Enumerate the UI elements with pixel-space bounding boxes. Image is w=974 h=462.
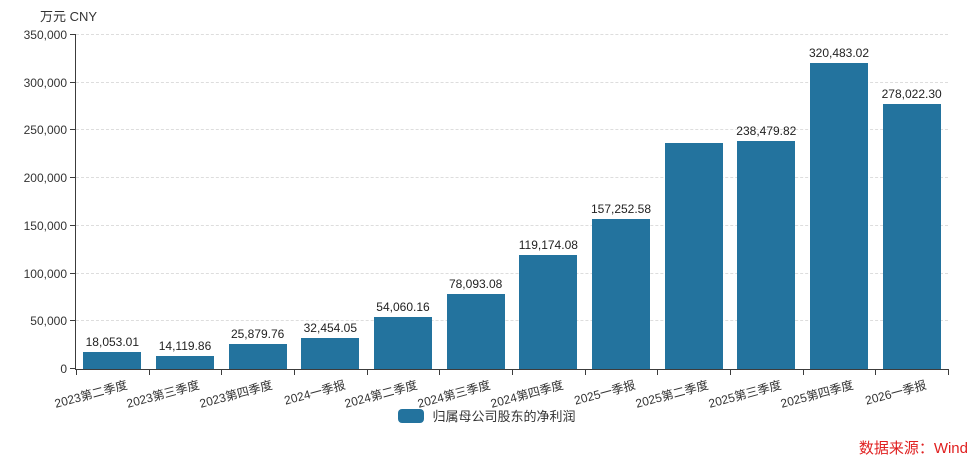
x-axis-category-label: 2025一季报 bbox=[572, 377, 638, 408]
x-axis-tick bbox=[730, 369, 731, 375]
y-axis-tick-label: 200,000 bbox=[23, 171, 67, 186]
gridline bbox=[76, 272, 948, 274]
bar-value-label: 157,252.58 bbox=[590, 201, 652, 216]
y-axis-tick bbox=[70, 272, 76, 274]
bar-value-label: 238,479.82 bbox=[736, 124, 797, 139]
gridline bbox=[76, 320, 948, 322]
x-axis-tick bbox=[439, 369, 441, 375]
y-axis-tick bbox=[70, 177, 76, 179]
bar-2024第三季度[interactable] bbox=[446, 294, 505, 369]
y-axis-tick bbox=[70, 320, 76, 322]
y-axis-tick-label: 250,000 bbox=[23, 123, 67, 138]
x-axis-tick bbox=[512, 369, 513, 375]
y-axis-tick-label: 300,000 bbox=[23, 75, 67, 90]
bar-2025一季报[interactable] bbox=[592, 218, 650, 369]
gridline bbox=[76, 224, 948, 226]
y-axis-tick-label: 0 bbox=[60, 362, 67, 376]
data-source-label: 数据来源：Wind bbox=[858, 440, 968, 457]
x-axis-category-label: 2026一季报 bbox=[863, 377, 928, 408]
x-axis-tick bbox=[584, 369, 586, 375]
bar-2026一季报[interactable] bbox=[882, 103, 941, 369]
x-axis-tick bbox=[802, 369, 804, 375]
bar-value-label: 18,053.01 bbox=[85, 334, 140, 349]
bar-2023第四季度[interactable] bbox=[228, 344, 287, 369]
gridline bbox=[76, 34, 948, 35]
legend: 归属母公司股东的净利润 bbox=[0, 406, 974, 425]
y-axis-tick-label: 50,000 bbox=[30, 314, 67, 329]
y-axis-tick bbox=[70, 81, 76, 83]
y-axis-tick bbox=[70, 224, 76, 226]
x-axis-tick bbox=[875, 369, 877, 375]
bar-value-label: 278,022.30 bbox=[881, 86, 942, 101]
legend-swatch bbox=[398, 408, 425, 423]
y-axis-tick bbox=[70, 129, 76, 131]
bar-value-label: 54,060.16 bbox=[376, 300, 430, 315]
legend-item-net-profit[interactable]: 归属母公司股东的净利润 bbox=[398, 406, 576, 425]
gridline bbox=[76, 81, 948, 83]
y-axis-tick-label: 100,000 bbox=[23, 266, 67, 281]
gridline bbox=[76, 129, 948, 131]
bar-2025第四季度[interactable] bbox=[810, 63, 868, 369]
bar-value-label: 119,174.08 bbox=[518, 238, 578, 253]
bar-2023第三季度[interactable] bbox=[156, 355, 214, 369]
x-axis-tick bbox=[76, 369, 77, 375]
legend-label: 归属母公司股东的净利润 bbox=[432, 409, 576, 424]
y-axis-tick-label: 150,000 bbox=[23, 218, 67, 233]
bar-2024一季报[interactable] bbox=[301, 338, 360, 369]
bar-2025第三季度[interactable] bbox=[737, 141, 796, 369]
x-axis-tick bbox=[221, 369, 223, 375]
bar-value-label: 14,119.86 bbox=[158, 338, 212, 353]
gridline bbox=[76, 177, 948, 179]
bar-value-label: 32,454.05 bbox=[303, 321, 358, 336]
x-axis-tick bbox=[294, 369, 295, 375]
y-axis-tick bbox=[70, 368, 76, 369]
x-axis-tick bbox=[148, 369, 150, 375]
x-axis-tick bbox=[657, 369, 659, 375]
x-axis-tick bbox=[948, 369, 949, 375]
bar-value-label: 320,483.02 bbox=[808, 46, 870, 61]
bar-value-label: 78,093.08 bbox=[448, 277, 503, 292]
bar-2023第二季度[interactable] bbox=[83, 351, 142, 369]
bar-value-label: 25,879.76 bbox=[230, 327, 285, 342]
x-axis-tick bbox=[366, 369, 368, 375]
y-axis-tick bbox=[70, 34, 76, 35]
bar-2024第二季度[interactable] bbox=[374, 317, 432, 369]
axis-unit-label: 万元 CNY bbox=[40, 9, 98, 24]
y-axis-tick-label: 350,000 bbox=[23, 28, 67, 42]
x-axis-category-label: 2024一季报 bbox=[282, 377, 347, 408]
plot-area: 0 50,000 100,000 150,000 200,000 250,000 300,0… bbox=[24, 28, 949, 411]
bar-2024第四季度[interactable] bbox=[519, 255, 578, 369]
bar-2025第二季度[interactable] bbox=[664, 142, 723, 369]
